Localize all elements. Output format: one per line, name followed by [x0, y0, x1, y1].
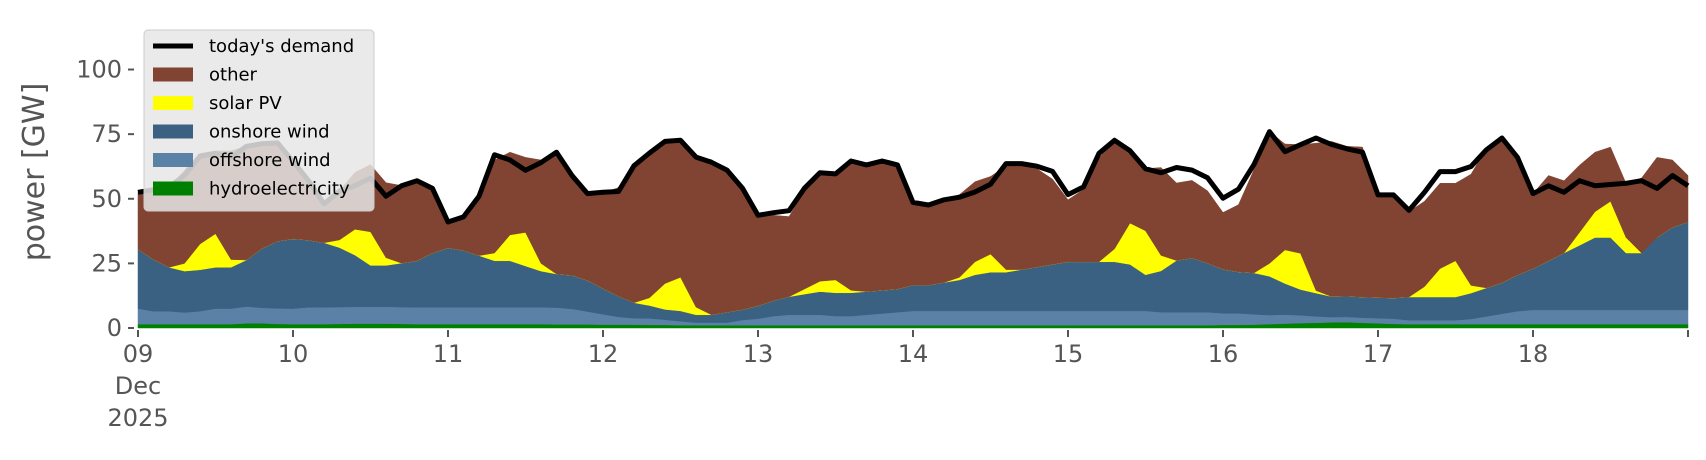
x-tick-label: 16 [1208, 340, 1239, 368]
legend-swatch-offshore-wind [153, 153, 193, 167]
x-tick-label: 17 [1363, 340, 1394, 368]
x-tick-label: 12 [588, 340, 619, 368]
legend-swatch-onshore-wind [153, 124, 193, 139]
plot-area [137, 129, 1690, 329]
x-tick-label: 15 [1053, 340, 1084, 368]
x-tick-label: 13 [743, 340, 774, 368]
y-axis: 0 25 50 75 100 [76, 56, 134, 342]
y-tick-label: 50 [91, 185, 122, 213]
legend-label-today-s-demand: today's demand [209, 36, 354, 57]
legend-label-solar-pv: solar PV [209, 93, 282, 114]
y-tick-label: 100 [76, 56, 122, 84]
y-tick-label: 25 [91, 249, 122, 277]
legend-label-onshore-wind: onshore wind [209, 122, 330, 143]
stacked-areas [137, 131, 1689, 329]
x-tick-label: 09 [123, 340, 154, 368]
legend-label-offshore-wind: offshore wind [209, 150, 331, 171]
x-tick-label: 10 [278, 340, 309, 368]
legend-swatch-other [153, 67, 193, 82]
x-tick-label: 14 [898, 340, 929, 368]
series-line-todays-demand [137, 129, 1690, 225]
legend-label-hydroelectricity: hydroelectricity [209, 179, 350, 200]
legend-label-other: other [209, 65, 258, 86]
y-tick-label: 0 [107, 314, 122, 342]
x-tick-sublabel: Dec [115, 372, 161, 400]
x-axis: 09 10 11 12 13 14 15 16 17 18 Dec 2025 [107, 330, 1689, 432]
legend: today's demand other solar PV onshore wind o… [143, 29, 375, 212]
y-axis-label: power [GW] [17, 83, 52, 262]
x-tick-sublabel: 2025 [107, 404, 168, 432]
legend-swatch-hydroelectricity [153, 181, 193, 196]
y-tick-label: 75 [91, 120, 122, 148]
legend-frame [143, 29, 375, 212]
x-tick-label: 11 [433, 340, 464, 368]
x-tick-label: 18 [1518, 340, 1549, 368]
legend-swatch-solar-pv [153, 96, 193, 110]
